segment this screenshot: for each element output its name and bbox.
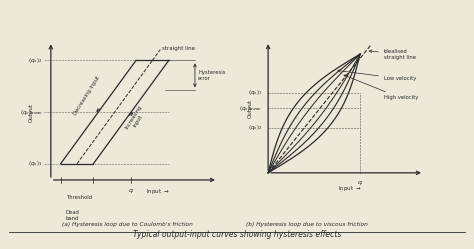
Text: Decreasing input: Decreasing input (73, 75, 101, 116)
Text: $q_i$: $q_i$ (128, 187, 135, 195)
Text: $(q_o)_{mean}$: $(q_o)_{mean}$ (19, 108, 43, 117)
Text: (b) Hysteresis loop due to viscous friction: (b) Hysteresis loop due to viscous frict… (246, 222, 368, 227)
Text: Input $\rightarrow$: Input $\rightarrow$ (338, 185, 362, 193)
Text: Idealised
straight line: Idealised straight line (369, 49, 416, 60)
Text: $(q_o)_1$: $(q_o)_1$ (28, 159, 43, 168)
Text: Threshold: Threshold (67, 195, 93, 200)
Text: $q_i$: $q_i$ (356, 179, 364, 187)
Text: Low velocity: Low velocity (338, 69, 416, 81)
Text: High velocity: High velocity (344, 75, 418, 101)
Text: Hysteresis
error: Hysteresis error (198, 70, 226, 81)
Text: Typical output-input curves showing hysteresis effects: Typical output-input curves showing hyst… (133, 230, 341, 239)
Text: $(q_o)_2$: $(q_o)_2$ (248, 123, 262, 132)
Text: Increasing
input: Increasing input (124, 104, 148, 133)
Text: $(q_o)_2$: $(q_o)_2$ (28, 56, 43, 65)
Text: Output: Output (248, 99, 253, 118)
Text: Input $\rightarrow$: Input $\rightarrow$ (146, 187, 169, 196)
Text: Output: Output (29, 103, 34, 122)
Text: (a) Hysteresis loop due to Coulomb's friction: (a) Hysteresis loop due to Coulomb's fri… (62, 222, 192, 227)
Text: straight line: straight line (162, 46, 195, 51)
Text: $(q_o)_1$: $(q_o)_1$ (248, 88, 262, 97)
Text: $(q_o)_{mean}$: $(q_o)_{mean}$ (239, 104, 262, 113)
Text: Dead
band: Dead band (65, 210, 79, 221)
